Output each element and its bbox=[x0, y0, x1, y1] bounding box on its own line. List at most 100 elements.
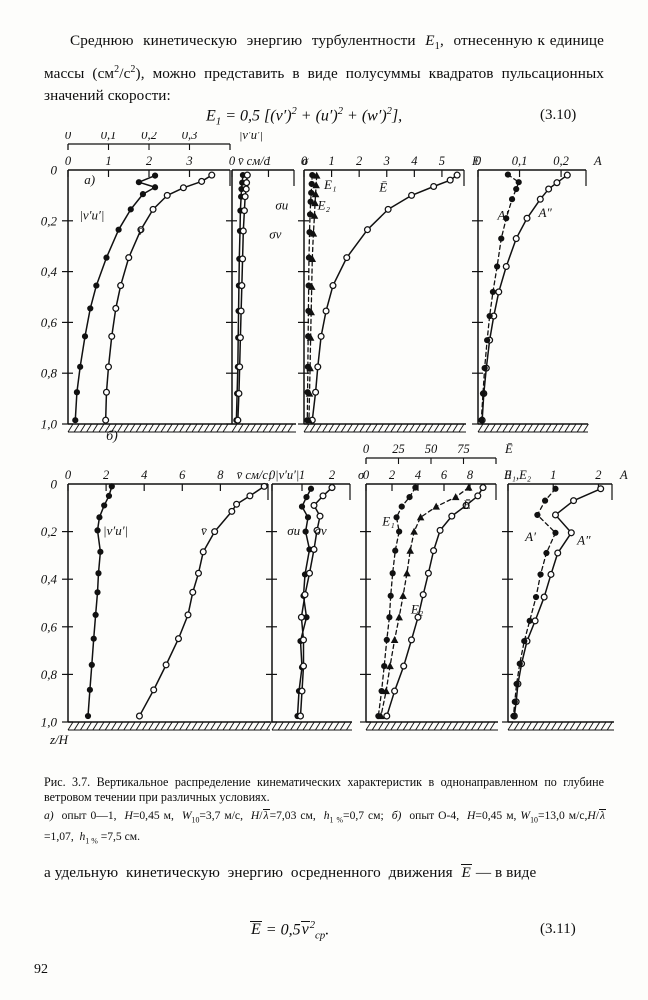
x-tick-label: 0,1 bbox=[512, 154, 528, 168]
data-point bbox=[242, 185, 250, 193]
data-point bbox=[299, 662, 308, 670]
data-point bbox=[299, 636, 308, 644]
data-point bbox=[137, 226, 145, 234]
chart-annotation: v̄ bbox=[138, 223, 144, 238]
data-point bbox=[383, 636, 390, 643]
chart-panel-a2 bbox=[226, 169, 295, 425]
data-point bbox=[310, 545, 318, 553]
x-tick-label: 1 bbox=[105, 154, 111, 168]
series-E₂ bbox=[377, 483, 473, 720]
secondary-x-tick-label: 25 bbox=[392, 442, 405, 456]
data-point bbox=[77, 363, 84, 370]
data-point bbox=[543, 549, 550, 557]
chart-annotation: Ē bbox=[462, 497, 471, 512]
chart-annotation: σv bbox=[315, 523, 327, 538]
figure-caption: Рис. 3.7. Вертикальное распределение кин… bbox=[44, 775, 604, 805]
secondary-x-tick-label: 50 bbox=[425, 442, 438, 456]
data-point bbox=[311, 190, 320, 198]
data-point bbox=[298, 687, 306, 695]
data-point bbox=[127, 206, 134, 213]
chart-annotation: A′ bbox=[496, 208, 508, 223]
data-point bbox=[312, 181, 320, 189]
data-point bbox=[97, 548, 104, 555]
data-point bbox=[233, 500, 241, 508]
data-point bbox=[301, 591, 309, 599]
series-line bbox=[513, 488, 602, 717]
series-A′ bbox=[478, 171, 522, 424]
data-point bbox=[537, 571, 544, 578]
x-tick-label: 0 bbox=[269, 468, 276, 482]
data-point bbox=[399, 591, 407, 599]
data-point bbox=[92, 611, 99, 618]
data-point bbox=[502, 262, 510, 271]
y-tick-label: 0,4 bbox=[41, 572, 58, 587]
data-point bbox=[393, 514, 400, 521]
data-point bbox=[395, 613, 403, 621]
data-point bbox=[108, 332, 116, 340]
data-point bbox=[307, 282, 316, 290]
y-tick-label: 0,2 bbox=[41, 213, 58, 228]
data-point bbox=[151, 172, 159, 179]
data-point bbox=[392, 547, 399, 554]
data-point bbox=[534, 511, 541, 519]
data-point bbox=[481, 365, 488, 372]
data-point bbox=[416, 513, 425, 521]
data-point bbox=[234, 416, 242, 424]
data-point bbox=[306, 333, 315, 341]
x-tick-label: 0,2 bbox=[553, 154, 569, 168]
x-tick-label: 0 bbox=[475, 154, 482, 168]
data-point bbox=[316, 512, 324, 520]
data-point bbox=[474, 492, 482, 500]
series-line bbox=[311, 174, 458, 421]
x-tick-label: 0 bbox=[229, 154, 236, 168]
series-v̄ bbox=[135, 482, 268, 720]
series-σv bbox=[234, 171, 251, 424]
data-point bbox=[189, 588, 197, 596]
chart-annotation: v̄ bbox=[201, 523, 207, 538]
data-point bbox=[117, 282, 125, 290]
data-point bbox=[526, 617, 533, 624]
data-point bbox=[430, 547, 438, 555]
data-point bbox=[329, 282, 337, 290]
chart-annotation: Ē bbox=[378, 180, 387, 195]
figure-caption-note: а) опыт 0—1, H=0,45 м, W10=3,7 м/с, H/λ=… bbox=[44, 809, 607, 846]
data-point bbox=[84, 712, 92, 720]
data-point bbox=[554, 549, 562, 557]
data-point bbox=[406, 546, 414, 554]
x-tick-label: 1 bbox=[328, 154, 334, 168]
series-E₂ bbox=[305, 171, 321, 424]
data-point bbox=[296, 712, 305, 720]
data-point bbox=[239, 255, 247, 263]
data-point bbox=[511, 698, 518, 705]
chart-panel-b2 bbox=[266, 483, 351, 723]
equation-3-11: E = 0,5v2ср. bbox=[250, 920, 330, 942]
data-point bbox=[386, 614, 393, 621]
data-point bbox=[495, 288, 503, 296]
series-A″ bbox=[510, 485, 605, 720]
data-point bbox=[307, 198, 314, 205]
y-axis-title: z/H bbox=[49, 732, 69, 747]
data-point bbox=[305, 389, 314, 397]
data-point bbox=[302, 528, 309, 535]
series-|v′u′| bbox=[72, 172, 159, 424]
data-point bbox=[494, 263, 501, 270]
chart-annotation: |v′u′| bbox=[103, 523, 128, 538]
data-point bbox=[403, 569, 411, 577]
data-point bbox=[398, 503, 405, 510]
x-tick-label: 4 bbox=[415, 468, 421, 482]
page-number: 92 bbox=[34, 962, 48, 977]
data-point bbox=[552, 485, 559, 492]
data-point bbox=[389, 570, 396, 577]
data-point bbox=[211, 528, 219, 536]
data-point bbox=[551, 511, 560, 519]
data-point bbox=[308, 180, 315, 188]
data-point bbox=[236, 334, 244, 342]
data-point bbox=[260, 482, 268, 490]
data-point bbox=[381, 662, 388, 670]
secondary-x-axis-title: Ē bbox=[504, 442, 513, 456]
data-point bbox=[386, 662, 394, 670]
data-point bbox=[240, 207, 248, 215]
data-point bbox=[512, 235, 520, 243]
data-point bbox=[174, 635, 183, 643]
series-A″ bbox=[478, 171, 571, 424]
